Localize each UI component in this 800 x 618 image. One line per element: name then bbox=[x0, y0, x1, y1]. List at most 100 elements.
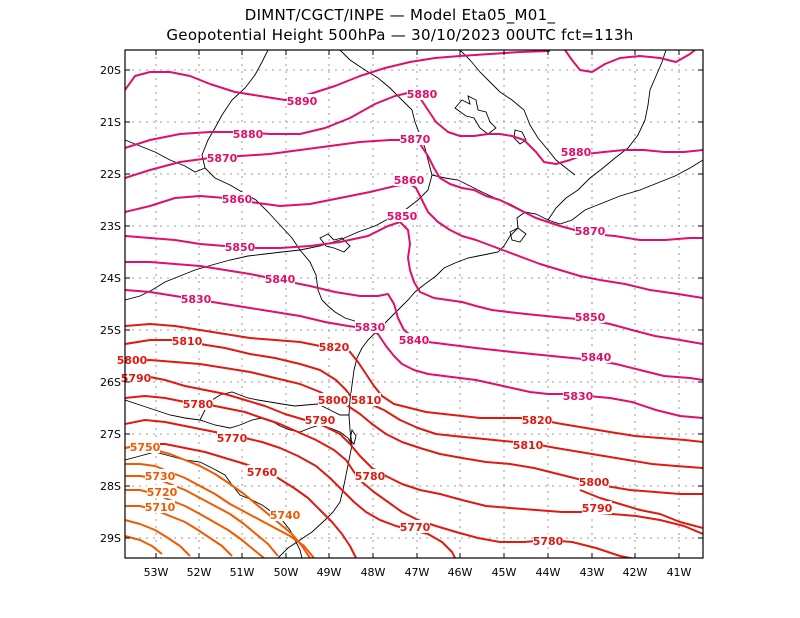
contour-label-bg bbox=[183, 397, 213, 410]
contour-label: 5850 bbox=[387, 210, 418, 223]
contour-label-bg bbox=[147, 485, 177, 498]
state-border bbox=[201, 50, 301, 251]
contour-label: 5790 bbox=[582, 502, 613, 515]
contour-lines bbox=[125, 50, 703, 558]
map-frame bbox=[124, 49, 704, 559]
grid-lines bbox=[125, 50, 703, 558]
contour-line bbox=[125, 519, 191, 557]
contour-label: 5780 bbox=[533, 535, 564, 548]
lat-tick-label: 21S bbox=[100, 116, 121, 129]
contour-label-bg bbox=[172, 334, 202, 347]
lat-tick-label: 29S bbox=[100, 532, 121, 545]
state-border bbox=[299, 249, 381, 329]
contour-line bbox=[125, 505, 233, 557]
contour-label-bg bbox=[355, 320, 385, 333]
contour-line bbox=[579, 489, 703, 529]
coastlines bbox=[125, 50, 703, 558]
lon-tick-label: 48W bbox=[361, 566, 386, 579]
state-border bbox=[125, 139, 206, 173]
lon-tick-label: 49W bbox=[317, 566, 342, 579]
contour-label-bg bbox=[247, 465, 277, 478]
contour-label: 5850 bbox=[575, 311, 606, 324]
contour-label-bg bbox=[400, 520, 430, 533]
lon-tick-label: 51W bbox=[230, 566, 255, 579]
contour-label-bg bbox=[145, 469, 175, 482]
state-border bbox=[339, 50, 413, 111]
contour-label-bg bbox=[575, 310, 605, 323]
lon-tick-label: 42W bbox=[623, 566, 648, 579]
contour-label-bg bbox=[305, 413, 335, 426]
contour-label: 5830 bbox=[563, 390, 594, 403]
contour-label: 5780 bbox=[355, 470, 386, 483]
contour-label-bg bbox=[121, 371, 151, 384]
contour-line bbox=[564, 50, 696, 73]
lon-tick-label: 41W bbox=[667, 566, 692, 579]
contour-label: 5860 bbox=[222, 193, 253, 206]
contour-label-bg bbox=[181, 292, 211, 305]
island bbox=[509, 227, 527, 243]
contour-label: 5840 bbox=[265, 273, 296, 286]
lon-tick-label: 44W bbox=[536, 566, 561, 579]
lon-tick-label: 50W bbox=[274, 566, 299, 579]
contour-label-bg bbox=[563, 389, 593, 402]
contour-label: 5810 bbox=[172, 335, 203, 348]
contour-label: 5800 bbox=[318, 394, 349, 407]
lon-tick-label: 53W bbox=[144, 566, 169, 579]
state-border bbox=[459, 50, 576, 176]
contour-label: 5770 bbox=[217, 432, 248, 445]
contour-label: 5820 bbox=[522, 414, 553, 427]
lat-tick-label: 28S bbox=[100, 480, 121, 493]
lat-tick-label: 26S bbox=[100, 376, 121, 389]
contour-label: 5790 bbox=[305, 414, 336, 427]
contour-label: 5810 bbox=[513, 439, 544, 452]
contour-label-bg bbox=[407, 87, 437, 100]
contour-label: 5810 bbox=[351, 394, 382, 407]
contour-label: 5710 bbox=[145, 501, 176, 514]
lat-tick-label: 22S bbox=[100, 168, 121, 181]
contour-line bbox=[125, 50, 551, 101]
contour-label-bg bbox=[270, 508, 300, 521]
contour-label-bg bbox=[318, 393, 348, 406]
contour-label-bg bbox=[581, 350, 611, 363]
contour-label-bg bbox=[387, 209, 417, 222]
contour-label-bg bbox=[575, 224, 605, 237]
contour-label: 5730 bbox=[145, 470, 176, 483]
contour-label-bg bbox=[265, 272, 295, 285]
reservoir bbox=[454, 95, 497, 135]
state-border bbox=[547, 50, 667, 221]
contour-label: 5740 bbox=[270, 509, 301, 522]
contour-label: 5780 bbox=[183, 398, 214, 411]
contour-line bbox=[125, 535, 163, 555]
contour-line bbox=[125, 323, 703, 443]
contour-label: 5840 bbox=[399, 334, 430, 347]
contour-label: 5850 bbox=[225, 241, 256, 254]
lat-tick-label: 23S bbox=[100, 220, 121, 233]
contour-label-bg bbox=[533, 534, 563, 547]
contour-label-bg bbox=[222, 192, 252, 205]
contour-label-bg bbox=[579, 475, 609, 488]
title-line-2: Geopotential Height 500hPa — 30/10/2023 … bbox=[166, 26, 634, 44]
contour-label: 5880 bbox=[407, 88, 438, 101]
lon-tick-label: 47W bbox=[405, 566, 430, 579]
contour-label-bg bbox=[217, 431, 247, 444]
contour-label: 5870 bbox=[400, 133, 431, 146]
contour-label: 5800 bbox=[117, 354, 148, 367]
contour-label: 5870 bbox=[207, 152, 238, 165]
contour-label-bg bbox=[561, 145, 591, 158]
contour-label-bg bbox=[319, 340, 349, 353]
contour-label: 5770 bbox=[400, 521, 431, 534]
contour-line bbox=[125, 339, 703, 469]
axis-ticks: 20S 21S 22S 23S 24S 25S 26S 27S 28S 29S 53W 52W 51W 5… bbox=[100, 50, 703, 579]
lat-tick-label: 27S bbox=[100, 428, 121, 441]
island bbox=[349, 428, 357, 445]
contour-line bbox=[125, 91, 703, 165]
lon-tick-label: 52W bbox=[187, 566, 212, 579]
contour-label: 5800 bbox=[579, 476, 610, 489]
contour-label: 5720 bbox=[147, 486, 178, 499]
contour-line bbox=[125, 463, 315, 558]
coastline bbox=[277, 159, 703, 558]
contour-label: 5860 bbox=[394, 174, 425, 187]
lon-tick-label: 45W bbox=[492, 566, 517, 579]
state-border bbox=[125, 451, 303, 558]
contour-label-bg bbox=[582, 501, 612, 514]
